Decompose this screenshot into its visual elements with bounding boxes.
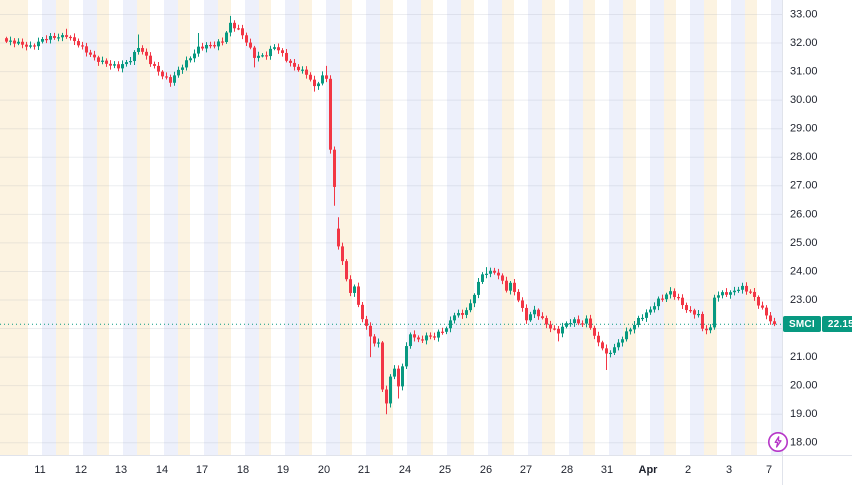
svg-text:30.00: 30.00 (790, 94, 818, 106)
candles-layer (5, 15, 776, 415)
svg-text:20.00: 20.00 (790, 380, 818, 392)
svg-text:31.00: 31.00 (790, 66, 818, 78)
svg-text:33.00: 33.00 (790, 8, 818, 20)
svg-text:28.00: 28.00 (790, 151, 818, 163)
svg-text:27: 27 (520, 464, 532, 476)
svg-text:11: 11 (34, 464, 45, 476)
svg-text:13: 13 (115, 464, 127, 476)
last-price-label: 22.15 (821, 316, 852, 332)
grid-lines (0, 14, 782, 444)
svg-text:21: 21 (358, 464, 370, 476)
lightning-button[interactable] (766, 430, 790, 454)
time-axis[interactable]: 11 12 13 14 17 18 19 20 21 24 25 26 27 28 31 Apr 2 3 7 (34, 464, 772, 476)
session-stripes (0, 0, 782, 455)
svg-text:32.00: 32.00 (790, 37, 818, 49)
svg-text:18.00: 18.00 (790, 437, 818, 449)
svg-text:26.00: 26.00 (790, 208, 818, 220)
svg-text:19.00: 19.00 (790, 408, 818, 420)
symbol-name-label: SMCI (783, 316, 821, 332)
svg-text:3: 3 (726, 464, 732, 476)
svg-text:12: 12 (75, 464, 87, 476)
svg-text:18: 18 (237, 464, 249, 476)
svg-text:24: 24 (399, 464, 411, 476)
lightning-icon (768, 432, 788, 452)
svg-text:27.00: 27.00 (790, 180, 818, 192)
symbol-price-flag[interactable]: SMCI 22.15 (783, 316, 852, 332)
svg-text:25: 25 (439, 464, 451, 476)
svg-text:Apr: Apr (639, 464, 659, 476)
svg-text:2: 2 (685, 464, 691, 476)
svg-text:7: 7 (766, 464, 772, 476)
svg-text:24.00: 24.00 (790, 265, 818, 277)
svg-text:21.00: 21.00 (790, 351, 818, 363)
svg-text:31: 31 (601, 464, 613, 476)
svg-text:29.00: 29.00 (790, 123, 818, 135)
svg-text:23.00: 23.00 (790, 294, 818, 306)
svg-text:17: 17 (196, 464, 208, 476)
svg-text:26: 26 (480, 464, 492, 476)
svg-text:28: 28 (561, 464, 573, 476)
svg-text:25.00: 25.00 (790, 237, 818, 249)
svg-text:19: 19 (277, 464, 289, 476)
svg-text:20: 20 (318, 464, 330, 476)
svg-text:14: 14 (156, 464, 168, 476)
